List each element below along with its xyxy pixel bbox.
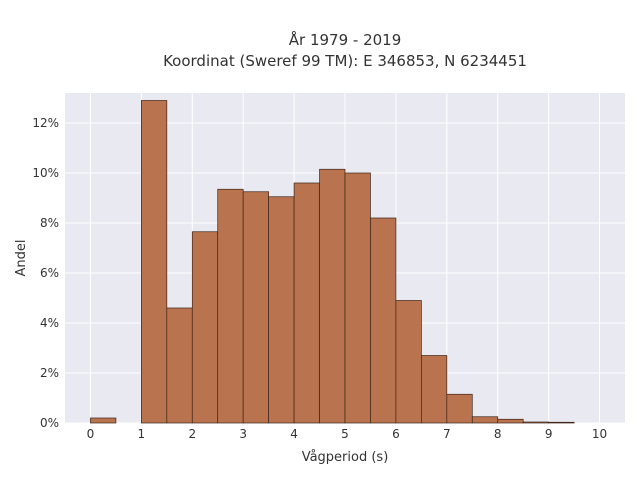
y-tick-label: 4% — [40, 316, 59, 330]
histogram-bar — [319, 168, 346, 424]
x-axis-title: Vågperiod (s) — [302, 450, 389, 465]
y-tick-label: 10% — [32, 166, 59, 180]
x-tick-label: 2 — [188, 427, 196, 441]
histogram-bar — [293, 182, 320, 424]
histogram-bar — [217, 188, 244, 424]
x-tick-label: 10 — [592, 427, 607, 441]
y-tick-label: 8% — [40, 216, 59, 230]
x-axis-ticks: 0 1 2 3 4 5 6 7 8 9 10 — [87, 427, 608, 441]
histogram-bar — [395, 300, 422, 424]
x-tick-label: 7 — [443, 427, 451, 441]
x-tick-label: 4 — [290, 427, 298, 441]
histogram-bar — [421, 355, 448, 424]
x-tick-label: 9 — [545, 427, 553, 441]
y-axis-ticks: 0% 2% 4% 6% 8% 10% 12% — [32, 116, 59, 430]
y-tick-label: 2% — [40, 366, 59, 380]
chart-title-line-1: År 1979 - 2019 — [289, 30, 402, 49]
histogram-bar — [522, 421, 549, 424]
y-tick-label: 6% — [40, 266, 59, 280]
x-tick-label: 3 — [239, 427, 247, 441]
histogram-bar — [471, 416, 499, 424]
y-tick-label: 0% — [40, 416, 59, 430]
histogram-bar — [370, 217, 397, 424]
histogram-bar — [166, 307, 193, 424]
histogram-bar — [497, 418, 524, 424]
histogram-bars — [90, 100, 575, 424]
x-tick-label: 8 — [494, 427, 502, 441]
histogram-bar — [90, 417, 117, 424]
y-tick-label: 12% — [32, 116, 59, 130]
x-tick-label: 6 — [392, 427, 400, 441]
histogram-bar — [268, 196, 295, 424]
histogram-bar — [191, 231, 219, 424]
x-tick-label: 5 — [341, 427, 349, 441]
histogram-bar — [446, 393, 473, 424]
x-tick-label: 1 — [138, 427, 146, 441]
histogram-bar — [548, 421, 575, 424]
histogram-bar — [242, 191, 269, 424]
chart-title-line-2: Koordinat (Sweref 99 TM): E 346853, N 62… — [163, 52, 527, 70]
x-tick-label: 0 — [87, 427, 95, 441]
histogram-bar — [344, 172, 371, 424]
y-axis-title: Andel — [14, 240, 29, 277]
histogram-bar — [141, 100, 168, 424]
